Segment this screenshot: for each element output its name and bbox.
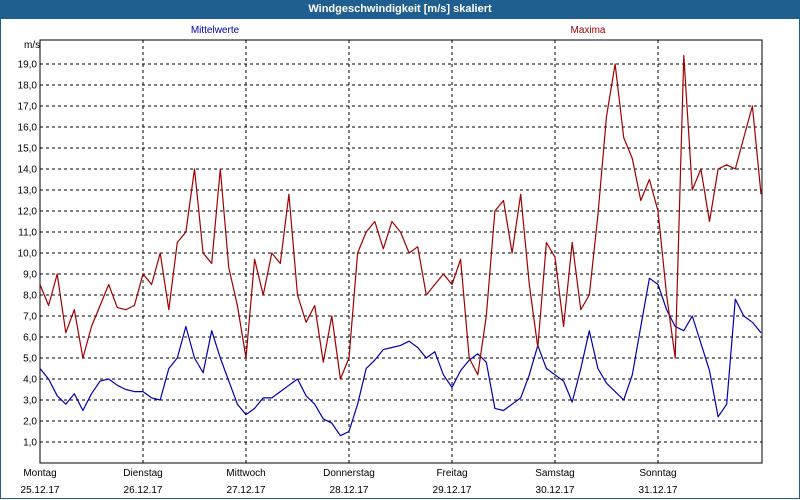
x-tick-day: Samstag — [535, 468, 574, 479]
plot-area — [39, 39, 763, 464]
x-tick-date: 27.12.17 — [227, 485, 266, 496]
y-tick-label: 11,0 — [18, 228, 37, 239]
legend-mittelwerte: Mittelwerte — [191, 25, 240, 36]
y-tick-label: 3,0 — [23, 396, 37, 407]
y-tick-label: 7,0 — [23, 312, 37, 323]
x-tick-day: Sonntag — [639, 468, 676, 479]
y-tick-label: 4,0 — [23, 375, 37, 386]
y-tick-label: 14,0 — [18, 165, 38, 176]
x-tick-date: 26.12.17 — [124, 485, 163, 496]
x-tick-day: Montag — [23, 468, 56, 479]
y-tick-label: 15,0 — [18, 144, 38, 155]
series — [39, 54, 762, 437]
y-axis-label: m/s — [24, 40, 40, 51]
chart-title: Windgeschwindigkeit [m/s] skaliert — [0, 0, 800, 19]
x-tick-date: 30.12.17 — [536, 485, 575, 496]
x-tick-day: Freitag — [436, 468, 467, 479]
y-axis: 1,0 2,0 3,0 4,0 5,0 6,0 7,0 8,0 9,0 10,0 11,0 12,0 1… — [18, 60, 38, 449]
y-tick-label: 2,0 — [23, 417, 37, 428]
y-tick-label: 1,0 — [23, 438, 37, 449]
x-axis: Montag 25.12.17 Dienstag 26.12.17 Mittwoch 27… — [21, 468, 678, 496]
y-tick-label: 10,0 — [18, 249, 38, 260]
series-line-maxima — [39, 54, 762, 380]
series-line-mittelwerte — [39, 277, 762, 437]
y-tick-label: 6,0 — [23, 333, 37, 344]
x-tick-day: Donnerstag — [323, 468, 375, 479]
y-tick-label: 13,0 — [18, 186, 38, 197]
x-tick-date: 29.12.17 — [433, 485, 472, 496]
y-tick-label: 12,0 — [18, 207, 38, 218]
x-tick-date: 28.12.17 — [330, 485, 369, 496]
grid — [40, 40, 762, 463]
y-tick-label: 9,0 — [23, 270, 37, 281]
y-tick-label: 18,0 — [18, 81, 38, 92]
y-tick-label: 19,0 — [18, 60, 38, 71]
legend-maxima: Maxima — [570, 25, 605, 36]
y-tick-label: 17,0 — [18, 102, 38, 113]
y-tick-label: 16,0 — [18, 123, 38, 134]
y-tick-label: 8,0 — [23, 291, 37, 302]
x-tick-date: 31.12.17 — [639, 485, 678, 496]
x-tick-day: Dienstag — [123, 468, 162, 479]
x-tick-date: 25.12.17 — [21, 485, 60, 496]
x-tick-day: Mittwoch — [226, 468, 265, 479]
y-tick-label: 5,0 — [23, 354, 37, 365]
